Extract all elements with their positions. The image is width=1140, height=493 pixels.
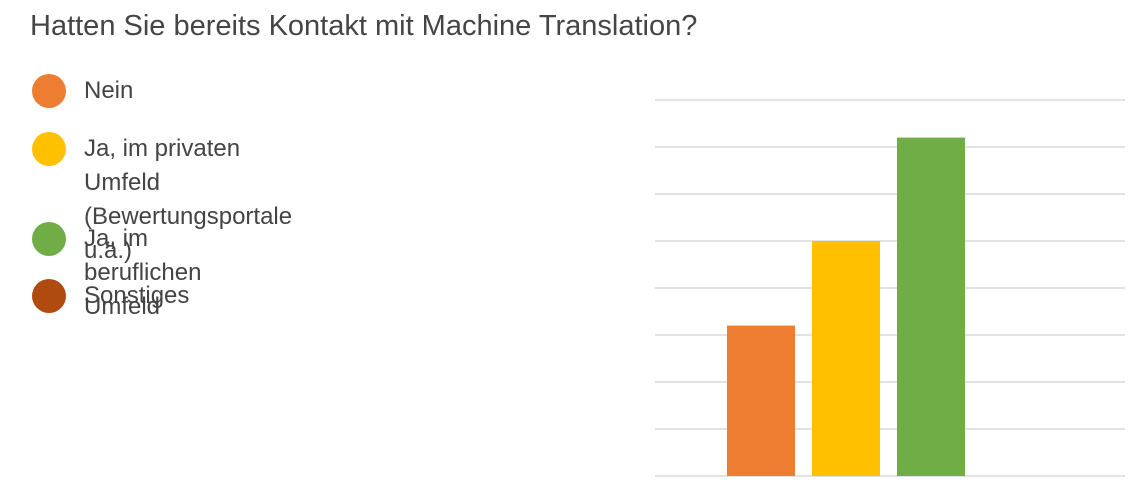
- legend-swatch: [32, 132, 66, 166]
- bar: [812, 241, 880, 476]
- legend-item: Nein: [32, 74, 133, 108]
- legend-item: Ja, im beruflichen Umfeld: [32, 222, 201, 324]
- chart-title: Hatten Sie bereits Kontakt mit Machine T…: [30, 10, 698, 42]
- legend-label: Ja, im beruflichen Umfeld: [84, 225, 202, 320]
- legend-swatch: [32, 222, 66, 256]
- legend-label: Ja, im privaten Umfeld (Bewertungsportal…: [84, 135, 293, 264]
- legend-swatch: [32, 74, 66, 108]
- legend-label: Sonstiges: [84, 282, 190, 309]
- bar: [897, 137, 965, 476]
- legend-label: Nein: [84, 77, 134, 104]
- legend-swatch: [32, 279, 66, 313]
- bar: [727, 325, 795, 476]
- legend-item: Ja, im privaten Umfeld (Bewertungsportal…: [32, 132, 292, 268]
- legend-item: Sonstiges: [32, 279, 189, 313]
